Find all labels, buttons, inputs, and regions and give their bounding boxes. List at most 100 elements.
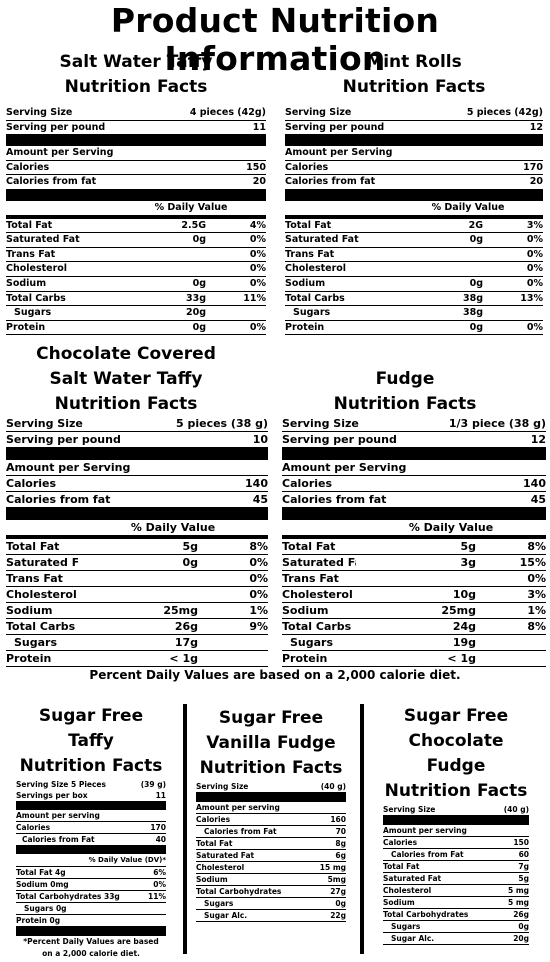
row-value: 7g (518, 862, 529, 871)
nutrient-row: Total Carbs 38g 13% (285, 292, 543, 307)
row-label: Serving Size (285, 107, 352, 118)
nutrient-row: Sugars 0g (383, 921, 529, 933)
row-label: Sugars 0g (24, 904, 67, 913)
panel-title-line: Sugar Free Taffy (38, 706, 144, 751)
spacer (282, 520, 356, 535)
row-value: 11% (243, 292, 266, 304)
nutrient-row: Sugars 0g (196, 898, 346, 910)
row-label: Saturated Fat (196, 851, 255, 860)
panel-title-line: Sugar Free (403, 706, 509, 726)
nutrient-row: Total Fat 8g (196, 838, 346, 850)
row-value: 11 (252, 121, 266, 133)
nutrient-row: Calories 150 (383, 837, 529, 849)
calories-row: Calories 170 (16, 822, 166, 834)
dv-header-text: % Daily Value (408, 521, 494, 534)
row-amount: 0g (192, 321, 206, 333)
row-label: Servings per box (16, 791, 88, 800)
daily-value-header: % Daily Value (282, 520, 546, 536)
row-label: Calories (6, 477, 57, 490)
panel-title-line: Nutrition Facts (54, 394, 198, 414)
row-amount: 38g (462, 292, 483, 304)
calories-row: Calories 170 (285, 161, 543, 176)
row-value: 27g (330, 887, 346, 896)
row-value: (39 g) (140, 780, 166, 789)
thick-bar (282, 448, 546, 460)
row-label: Total Fat (285, 219, 332, 231)
nutrient-row: Cholesterol 10g 3% (282, 587, 546, 603)
row-label: Total Carbohydrates 33g (16, 892, 120, 901)
daily-values-footnote: Percent Daily Values are based on a 2,00… (89, 668, 461, 682)
nutrient-row: Trans Fat 0% (6, 248, 266, 263)
row-label: Cholesterol (282, 588, 353, 601)
thick-bar (285, 135, 543, 147)
serving-size-row: Serving Size (40 g) (196, 781, 346, 793)
row-amount: 38g (462, 307, 483, 319)
row-value: 1% (249, 604, 268, 617)
panel-title-line: Nutrition Facts (342, 77, 486, 97)
nutrient-row: Sodium 0g 0% (6, 277, 266, 292)
serving-size-row: Serving Size 5 Pieces (39 g) (16, 779, 166, 790)
amount-per-serving: Amount per serving (16, 810, 166, 822)
nutrient-row: Saturated Fat 0g 0% (6, 233, 266, 248)
serving-size-row: Serving Size 1/3 piece (38 g) (282, 416, 546, 432)
row-label: Serving Size (6, 107, 73, 118)
nutrient-row: Saturated Fat 5g (383, 873, 529, 885)
panel-title-line: Chocolate Fudge (408, 731, 504, 776)
thick-bar (282, 508, 546, 520)
nutrient-row: Cholesterol 0% (6, 262, 266, 277)
row-value: 1/3 piece (38 g) (448, 417, 546, 430)
nutrient-row: Total Fat 5g 8% (282, 539, 546, 555)
row-value: 5mg (327, 875, 346, 884)
row-label: Protein (6, 652, 52, 665)
row-value: 22g (330, 911, 346, 920)
row-value: 0% (249, 277, 266, 289)
nutrient-row: Total Carbs 33g 11% (6, 292, 266, 307)
row-label: Total Fat (6, 219, 53, 231)
row-label: Saturated Fat (6, 234, 80, 246)
row-label: Cholesterol (383, 886, 432, 895)
thick-bar (16, 801, 166, 810)
calories-row: Calories 150 (6, 161, 266, 176)
sugar-free-taffy-panel: Sugar Free Taffy Nutrition Facts Serving S… (16, 704, 166, 960)
row-label: Serving Size 5 Pieces (16, 780, 106, 789)
panel-title-line: Nutrition Facts (64, 77, 208, 97)
amount-per-serving: Amount per Serving (6, 460, 268, 476)
thick-bar (6, 189, 266, 201)
panel-title-line: Vanilla Fudge (206, 733, 336, 753)
row-amount: 2.5G (181, 219, 206, 231)
thick-bar (285, 215, 543, 219)
row-label: Calories from fat (6, 176, 97, 188)
calories-row: Calories 140 (6, 476, 268, 492)
nutrient-row: Cholesterol 0% (6, 587, 268, 603)
row-amount: 0g (469, 234, 483, 246)
nutrient-row: Sugars 20g (6, 306, 266, 321)
row-value: 40 (155, 835, 166, 844)
row-amount: 0g (192, 277, 206, 289)
row-amount: 5g (460, 540, 476, 553)
servings-per-pound-row: Serving per pound 10 (6, 432, 268, 448)
amount-per-serving: Amount per Serving (282, 460, 546, 476)
row-label: Calories from Fat (204, 827, 277, 836)
row-value: 8% (527, 540, 546, 553)
panel-title-line: Nutrition Facts (19, 756, 163, 776)
row-label: Saturated Fat (282, 556, 356, 569)
row-value: 5 mg (507, 886, 529, 895)
row-amount: 20g (185, 307, 206, 319)
row-value: 45 (530, 493, 546, 506)
calories-row: Calories 140 (282, 476, 546, 492)
nutrient-row: Sugar Alc. 20g (383, 933, 529, 945)
row-label: Total Fat (6, 540, 60, 553)
row-value: 26g (513, 910, 529, 919)
row-value: 4 pieces (42g) (189, 107, 266, 118)
row-label: Serving per pound (6, 433, 121, 446)
row-label: Serving per pound (6, 121, 106, 133)
row-amount: 5g (182, 540, 198, 553)
nutrient-row: Protein 0g 0% (6, 321, 266, 336)
nutrient-row: Total Fat 5g 8% (6, 539, 268, 555)
nutrient-row: Cholesterol 0% (285, 262, 543, 277)
nutrient-row: Saturated Fat 0g 0% (6, 555, 268, 571)
row-value: 15 mg (319, 863, 346, 872)
page-title: Product Nutrition Information (110, 1, 440, 78)
panel-title-line: Salt Water Taffy (49, 369, 203, 389)
row-value: 6g (335, 851, 346, 860)
